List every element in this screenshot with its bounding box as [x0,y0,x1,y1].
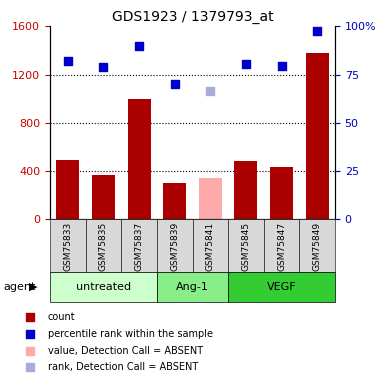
Point [136,42,142,48]
Text: percentile rank within the sample: percentile rank within the sample [48,329,213,339]
Bar [92,175,115,219]
Bar [270,168,293,219]
Point [27,314,33,320]
Bar [56,160,79,219]
Bar [163,183,186,219]
FancyBboxPatch shape [50,272,157,302]
Text: GSM75847: GSM75847 [277,222,286,271]
FancyBboxPatch shape [192,219,228,272]
Text: count: count [48,312,75,322]
FancyBboxPatch shape [157,272,228,302]
FancyBboxPatch shape [50,219,85,272]
Text: GSM75835: GSM75835 [99,222,108,271]
Bar [234,161,258,219]
Bar [306,53,329,219]
Point [314,28,320,34]
Text: Ang-1: Ang-1 [176,282,209,292]
Text: GSM75833: GSM75833 [64,222,72,271]
Text: GSM75841: GSM75841 [206,222,215,271]
FancyBboxPatch shape [121,219,157,272]
Text: untreated: untreated [76,282,131,292]
Text: rank, Detection Call = ABSENT: rank, Detection Call = ABSENT [48,362,198,372]
Point [65,58,71,64]
Text: GSM75837: GSM75837 [135,222,144,271]
FancyBboxPatch shape [300,219,335,272]
Point [27,331,33,337]
Text: GSM75839: GSM75839 [170,222,179,271]
Bar [127,99,151,219]
FancyBboxPatch shape [228,272,335,302]
Point [27,364,33,370]
Title: GDS1923 / 1379793_at: GDS1923 / 1379793_at [112,10,273,24]
Point [100,64,107,70]
Text: GSM75849: GSM75849 [313,222,321,271]
Bar [199,178,222,219]
Point [27,348,33,354]
FancyBboxPatch shape [264,219,300,272]
FancyBboxPatch shape [157,219,192,272]
FancyBboxPatch shape [228,219,264,272]
Text: value, Detection Call = ABSENT: value, Detection Call = ABSENT [48,346,203,356]
Text: ▶: ▶ [29,282,37,292]
Point [207,88,213,94]
Point [172,81,178,87]
Point [243,61,249,67]
FancyBboxPatch shape [85,219,121,272]
Text: agent: agent [4,282,36,292]
Point [278,63,285,69]
Text: VEGF: VEGF [267,282,296,292]
Text: GSM75845: GSM75845 [241,222,250,271]
